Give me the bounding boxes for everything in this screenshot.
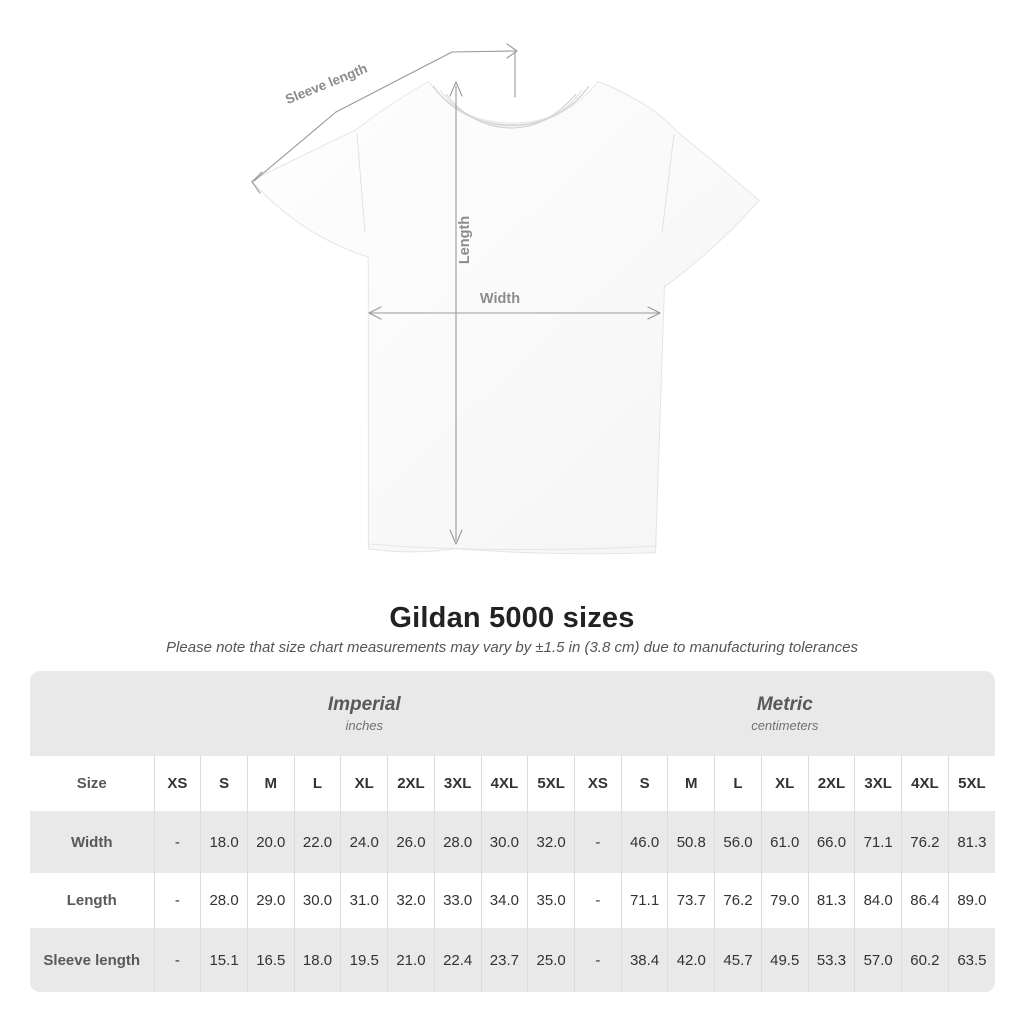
svg-text:Sleeve length: Sleeve length [283,61,369,108]
svg-text:Length: Length [457,216,473,264]
svg-text:Width: Width [480,291,520,307]
